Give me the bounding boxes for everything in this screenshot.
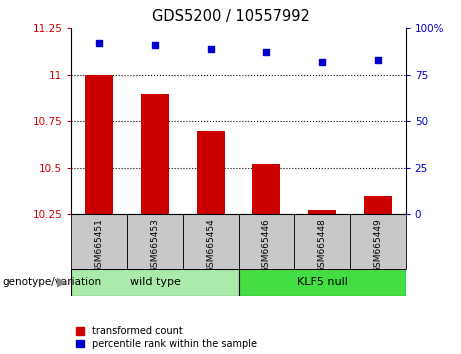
- Legend: transformed count, percentile rank within the sample: transformed count, percentile rank withi…: [77, 326, 257, 349]
- Point: [151, 42, 159, 48]
- Point: [207, 46, 214, 52]
- Bar: [294, 214, 350, 269]
- Text: KLF5 null: KLF5 null: [297, 277, 348, 287]
- Bar: [85, 75, 113, 214]
- Bar: [141, 94, 169, 214]
- Text: GSM665453: GSM665453: [150, 218, 160, 273]
- Text: ▶: ▶: [57, 276, 67, 289]
- Text: genotype/variation: genotype/variation: [2, 277, 101, 287]
- Bar: [308, 211, 336, 214]
- Bar: [71, 269, 239, 296]
- Bar: [197, 131, 225, 214]
- Point: [319, 59, 326, 65]
- Text: GSM665449: GSM665449: [373, 218, 382, 273]
- Text: GSM665446: GSM665446: [262, 218, 271, 273]
- Point: [263, 50, 270, 55]
- Bar: [239, 214, 294, 269]
- Text: GSM665448: GSM665448: [318, 218, 327, 273]
- Text: GSM665454: GSM665454: [206, 218, 215, 273]
- Bar: [183, 214, 238, 269]
- Text: GSM665451: GSM665451: [95, 218, 104, 273]
- Bar: [350, 214, 406, 269]
- Point: [374, 57, 382, 63]
- Text: wild type: wild type: [130, 277, 180, 287]
- Bar: [364, 196, 392, 214]
- Text: GDS5200 / 10557992: GDS5200 / 10557992: [152, 9, 309, 24]
- Bar: [253, 164, 280, 214]
- Bar: [71, 214, 127, 269]
- Point: [95, 40, 103, 46]
- Bar: [239, 269, 406, 296]
- Bar: [127, 214, 183, 269]
